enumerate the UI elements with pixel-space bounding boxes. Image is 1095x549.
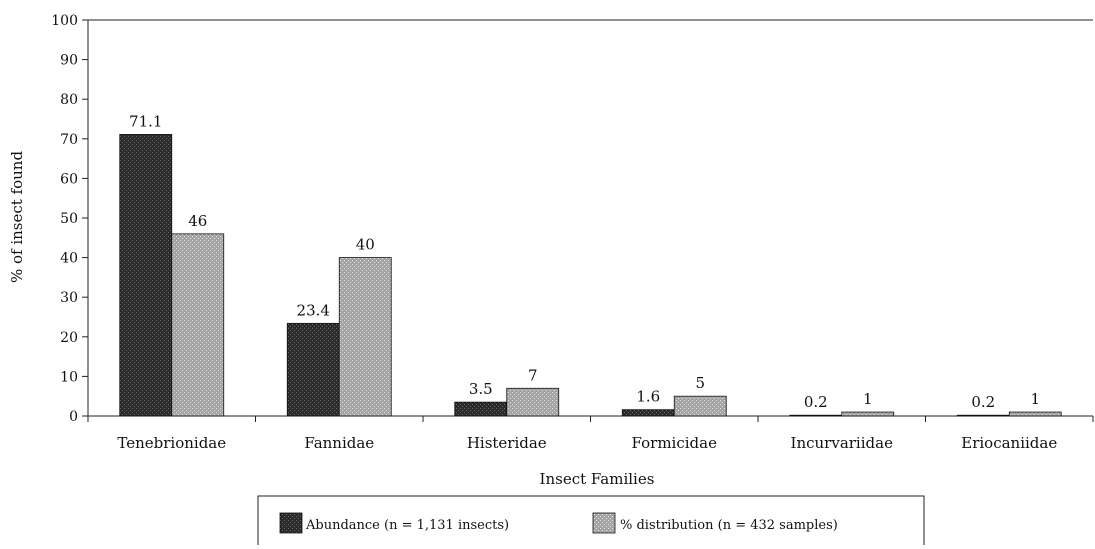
data-label: 1 [1030,390,1040,408]
legend-box [257,495,925,549]
data-label: 0.2 [804,393,828,411]
data-label: 1 [863,390,873,408]
data-label: 7 [528,366,538,384]
y-tick-label: 90 [60,53,78,69]
legend: Abundance (n = 1,131 insects) % distribu… [257,495,925,549]
y-tick-label: 40 [60,251,78,267]
legend-swatch-distribution [592,512,616,534]
bar-distribution [338,257,392,417]
data-label: 1.6 [636,388,660,406]
bar-distribution [506,387,560,417]
y-tick-label: 0 [69,409,78,425]
bar-abundance [286,322,340,417]
bar-abundance [956,414,1010,417]
data-label: 71.1 [129,112,162,130]
data-label: 0.2 [971,393,995,411]
data-label: 23.4 [297,301,330,319]
bar-distribution [1008,411,1062,417]
data-label: 46 [188,212,207,230]
x-tick-label: Incurvariidae [791,434,894,452]
bar-abundance [119,134,173,417]
legend-label-abundance: Abundance (n = 1,131 insects) [305,518,509,533]
y-tick-label: 100 [51,13,78,29]
y-tick-label: 10 [60,369,78,385]
y-tick-label: 80 [60,92,78,108]
bar-distribution [673,395,727,417]
bar-abundance [789,414,843,417]
data-label: 40 [356,236,375,254]
x-axis-title: Insect Families [540,470,655,488]
x-tick-label: Tenebrionidae [117,434,226,452]
y-tick-label: 20 [60,330,78,346]
bar-distribution [171,233,225,417]
legend-swatch-abundance [279,512,303,534]
y-tick-label: 70 [60,132,78,148]
bar-distribution [841,411,895,417]
y-tick-label: 50 [60,211,78,227]
x-tick-label: Eriocaniidae [961,434,1057,452]
x-tick-label: Formicidae [632,434,718,452]
legend-label-distribution: % distribution (n = 432 samples) [620,518,838,533]
x-tick-label: Histeridae [467,434,547,452]
y-tick-label: 60 [60,171,78,187]
bar-abundance [621,409,675,417]
bar-abundance [454,401,508,417]
y-tick-label: 30 [60,290,78,306]
data-label: 5 [695,374,705,392]
x-tick-label: Fannidae [304,434,374,452]
data-label: 3.5 [469,380,493,398]
y-axis-title: % of insect found [8,151,26,284]
